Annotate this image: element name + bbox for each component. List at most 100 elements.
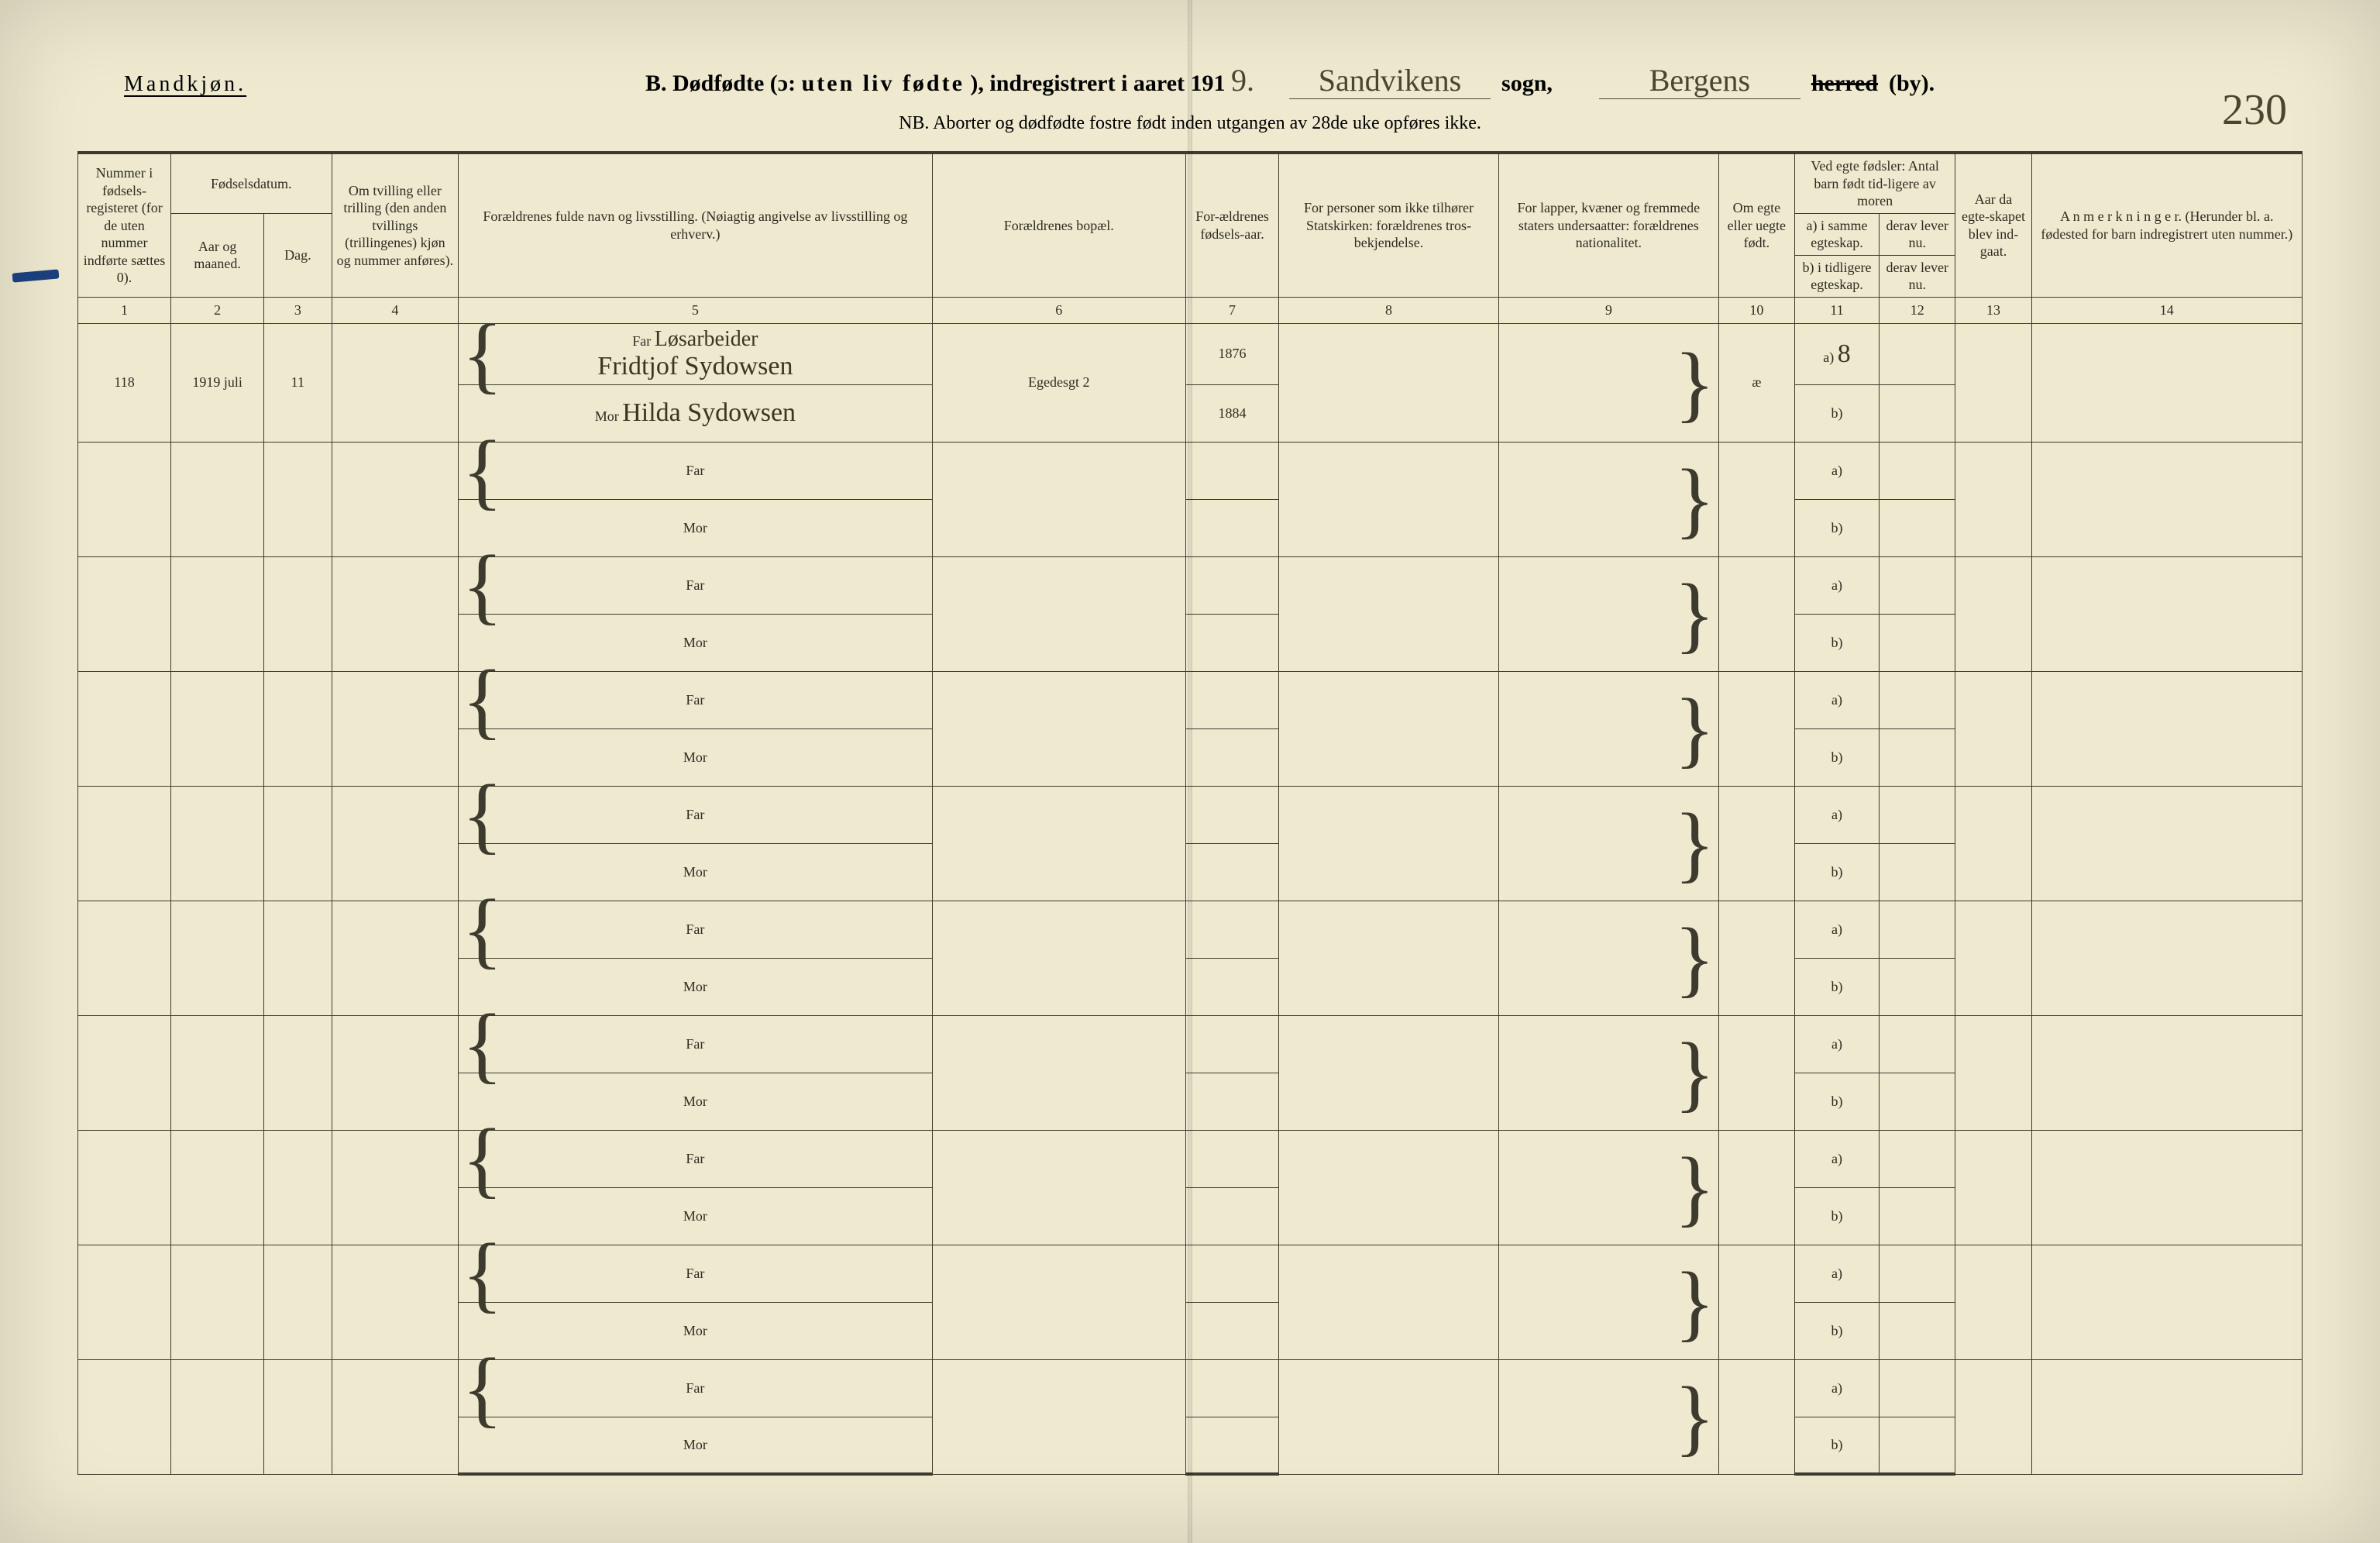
blank [1186,843,1279,901]
a-cell: a) [1794,1015,1879,1073]
blank [2031,556,2302,671]
col-9-header: For lapper, kvæner og fremmede staters u… [1498,153,1718,297]
far-label: Far [686,463,704,478]
blank [2031,1359,2302,1474]
mor-cell: Mor [459,1187,932,1245]
blank [264,1130,332,1245]
blank [1186,728,1279,786]
mor-label: Mor [683,1208,707,1224]
blank [1186,1130,1279,1187]
a-val-hw: 8 [1838,339,1851,368]
blank-brace: } [1498,1130,1718,1245]
far-cell: {Far [459,1359,932,1417]
mor-label: Mor [595,408,619,424]
blank [1186,614,1279,671]
blank [1880,1187,1955,1245]
blank [1880,1417,1955,1474]
b-cell: b) [1794,1302,1879,1359]
far-cell: {Far [459,1245,932,1302]
blank [264,1015,332,1130]
blank [264,442,332,556]
blank [1186,1187,1279,1245]
blank [1279,901,1499,1015]
far-cell: {Far [459,1015,932,1073]
blank [1718,1245,1794,1359]
book-spine [1188,0,1192,1543]
blank [171,901,264,1015]
remarks [2031,323,2302,442]
mor-label: Mor [683,864,707,880]
blank [171,1359,264,1474]
blank [264,556,332,671]
parish-name-hw: Sandvikens [1289,62,1491,99]
colnum: 9 [1498,297,1718,323]
blank [264,901,332,1015]
blank [1186,671,1279,728]
blank [1718,1130,1794,1245]
colnum: 2 [171,297,264,323]
blank [1186,1073,1279,1130]
blank [171,671,264,786]
blank [1279,1359,1499,1474]
mor-cell: Mor [459,499,932,556]
blank [171,1015,264,1130]
far-cell: {Far LøsarbeiderFridtjof Sydowsen [459,323,932,384]
far-label: Far [686,921,704,937]
blank [1186,556,1279,614]
blank [932,1359,1185,1474]
blank [1279,671,1499,786]
sogn-label: sogn, [1501,71,1553,97]
mor-label: Mor [683,1437,707,1452]
blank [1955,1359,2031,1474]
blank [1279,1245,1499,1359]
mor-label: Mor [683,1094,707,1109]
blank [2031,1245,2302,1359]
nationality-cell: } [1498,323,1718,442]
entry-year-month: 1919 juli [171,323,264,442]
blank-brace: } [1498,442,1718,556]
blank [78,1245,171,1359]
gender-heading: Mandkjøn. [124,72,246,97]
b-cell: b) [1794,1417,1879,1474]
far-cell: {Far [459,901,932,958]
blank [1186,1359,1279,1417]
mor-label: Mor [683,979,707,994]
b-lever [1880,384,1955,442]
by-label: (by). [1889,71,1935,97]
blank [1880,614,1955,671]
blank [1880,671,1955,728]
far-label: Far [686,577,704,593]
b-cell: b) [1794,499,1879,556]
entry-twin [332,323,459,442]
colnum: 1 [78,297,171,323]
col-13-header: Aar da egte-skapet blev ind-gaat. [1955,153,2031,297]
blank [78,671,171,786]
col-3-header: Dag. [264,213,332,297]
blank-brace: } [1498,1245,1718,1359]
address-hw: Egedesgt 2 [932,323,1185,442]
blank [1186,1302,1279,1359]
blank [2031,1015,2302,1130]
col-11-top: Ved egte fødsler: Antal barn født tid-li… [1794,153,1955,213]
col-11b: derav lever nu. [1880,213,1955,255]
year-digit-hw: 9. [1231,63,1254,98]
col-8-header: For personer som ikke tilhører Statskirk… [1279,153,1499,297]
blank [1279,1130,1499,1245]
blank-brace: } [1498,1359,1718,1474]
a-cell: a) [1794,1359,1879,1417]
col-11d: derav lever nu. [1880,255,1955,297]
colnum: 12 [1880,297,1955,323]
b-cell: b) [1794,843,1879,901]
blank [1186,901,1279,958]
far-cell: {Far [459,786,932,843]
col-6-header: Forældrenes bopæl. [932,153,1185,297]
title-prefix: B. Dødfødte (ɔ: [645,71,796,96]
blank [1880,728,1955,786]
blank [932,786,1185,901]
blank [78,442,171,556]
colnum: 13 [1955,297,2031,323]
far-label: Far [632,333,651,349]
a-cell: a) [1794,786,1879,843]
a-cell: a) [1794,1130,1879,1187]
blank [932,1015,1185,1130]
